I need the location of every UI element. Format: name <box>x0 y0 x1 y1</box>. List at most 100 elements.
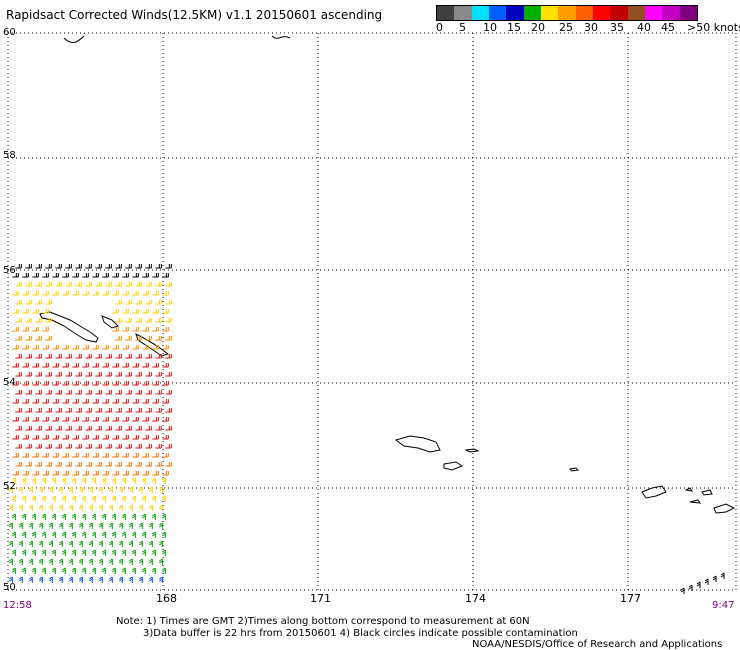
wind-barb <box>132 531 136 538</box>
wind-barb <box>62 381 69 386</box>
wind-barb <box>49 540 53 547</box>
wind-barb <box>102 567 106 574</box>
wind-barb <box>79 558 83 565</box>
wind-barb <box>52 417 59 422</box>
wind-barb <box>15 426 22 431</box>
legend-swatch <box>488 6 507 20</box>
wind-barb <box>105 426 112 431</box>
wind-barb <box>135 300 142 305</box>
wind-barb <box>42 417 49 422</box>
wind-barb <box>155 408 162 413</box>
wind-barb <box>22 531 26 538</box>
wind-barb <box>42 477 46 484</box>
wind-barb <box>32 435 39 440</box>
wind-barb <box>32 453 39 458</box>
wind-barb <box>105 408 112 413</box>
wind-barb <box>105 390 112 395</box>
wind-barb <box>65 408 72 413</box>
wind-barb <box>32 471 39 476</box>
wind-barb <box>52 495 56 502</box>
wind-barb <box>79 522 83 529</box>
wind-barb <box>69 576 73 583</box>
wind-barb <box>115 300 122 305</box>
wind-barb <box>102 345 109 350</box>
wind-barb <box>102 477 106 484</box>
wind-barb <box>149 504 153 511</box>
wind-barb <box>52 549 56 556</box>
legend-swatch <box>575 6 593 20</box>
wind-barb <box>149 540 153 547</box>
wind-barb <box>62 567 66 574</box>
lat-label-52: 52 <box>3 481 16 492</box>
wind-barb <box>99 504 103 511</box>
wind-barb <box>135 408 142 413</box>
wind-barb <box>65 354 72 359</box>
legend-swatch <box>506 6 524 20</box>
wind-barb <box>42 471 49 476</box>
wind-barb <box>152 309 159 314</box>
legend-label: 45 <box>661 21 675 34</box>
wind-barb <box>155 390 162 395</box>
wind-barb <box>149 558 153 565</box>
wind-barb <box>62 345 69 350</box>
wind-barb <box>152 495 156 502</box>
island-st-matthew <box>39 311 99 343</box>
wind-barb <box>35 462 42 467</box>
wind-barb <box>688 584 693 591</box>
wind-barb <box>42 363 49 368</box>
wind-barb <box>102 273 109 278</box>
lat-lon-grid <box>7 32 737 591</box>
note-line-1: Note: 1) Times are GMT 2)Times along bot… <box>116 616 530 627</box>
wind-barb <box>45 354 52 359</box>
wind-barb <box>125 264 132 269</box>
wind-barb <box>122 477 126 484</box>
wind-barb <box>142 273 149 278</box>
wind-barb <box>155 372 162 377</box>
note-line-2: 3)Data buffer is 22 hrs from 20150601 4)… <box>143 628 578 639</box>
wind-barb <box>162 567 166 574</box>
wind-barb <box>35 264 42 269</box>
wind-barb <box>52 471 59 476</box>
wind-barb <box>79 576 83 583</box>
wind-barb <box>89 558 93 565</box>
wind-barb <box>99 522 103 529</box>
wind-barb <box>115 462 122 467</box>
wind-barb <box>52 399 59 404</box>
wind-barb <box>82 471 89 476</box>
wind-barb <box>22 309 29 314</box>
wind-barb <box>135 318 142 323</box>
wind-barb <box>142 567 146 574</box>
wind-barb <box>109 486 113 493</box>
wind-barb <box>135 444 142 449</box>
wind-barb <box>25 300 32 305</box>
wind-barb <box>55 408 62 413</box>
legend-swatch <box>437 6 455 20</box>
wind-barb <box>82 567 86 574</box>
wind-barb <box>162 531 166 538</box>
wind-barb <box>42 381 49 386</box>
wind-barb <box>22 345 29 350</box>
wind-barb <box>102 381 109 386</box>
wind-barb <box>45 444 52 449</box>
wind-barb <box>62 363 69 368</box>
wind-barb <box>72 345 79 350</box>
wind-barb <box>115 264 122 269</box>
legend-label: 10 <box>483 21 497 34</box>
wind-barb <box>95 408 102 413</box>
wind-barb <box>52 567 56 574</box>
wind-barb <box>19 576 23 583</box>
island-rat-3 <box>689 499 702 504</box>
wind-barb <box>45 318 52 323</box>
wind-barb <box>115 390 122 395</box>
wind-barb <box>102 435 109 440</box>
wind-barb <box>9 576 13 583</box>
wind-barb <box>165 318 172 323</box>
wind-barb <box>42 495 46 502</box>
wind-barb <box>9 522 13 529</box>
wind-barb <box>105 354 112 359</box>
wind-barb <box>165 300 172 305</box>
wind-barb <box>105 444 112 449</box>
wind-barb <box>15 462 22 467</box>
wind-barb <box>149 486 153 493</box>
wind-barb <box>72 549 76 556</box>
